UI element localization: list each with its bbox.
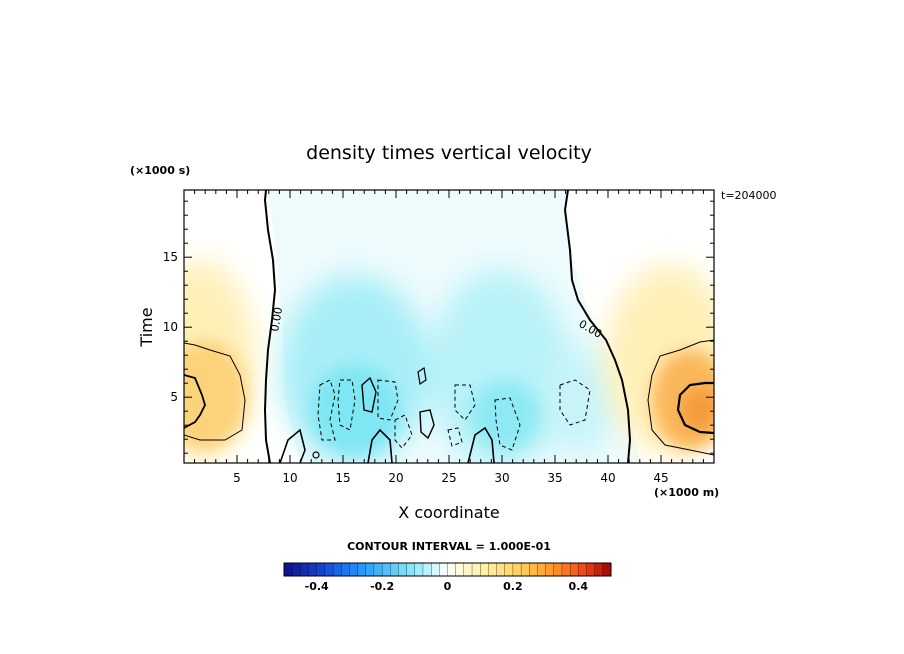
plot-area: 0.00 0.00 <box>184 190 714 463</box>
colorbar-cell <box>349 562 359 577</box>
x-tick-label: 10 <box>282 471 297 485</box>
zero-contour-bump-1 <box>367 428 393 463</box>
positive-contour-right-0.1 <box>647 339 714 456</box>
cyan-core-left <box>310 365 400 455</box>
contour-label-left: 0.00 <box>268 306 285 332</box>
colorbar-tick-label: -0.2 <box>370 580 394 593</box>
x-tick-label: 45 <box>653 471 668 485</box>
positive-contour-right-0.2 <box>676 381 714 435</box>
colorbar-cell <box>365 562 375 577</box>
x-axis-label: X coordinate <box>398 503 499 522</box>
colorbar-cell <box>504 562 514 577</box>
negative-contour-4 <box>394 414 413 449</box>
x-tick-label: 15 <box>335 471 350 485</box>
colorbar-cell <box>602 562 612 577</box>
zero-contour-island-4 <box>312 451 320 459</box>
colorbar-cell <box>512 562 522 577</box>
x-tick-label: 30 <box>494 471 509 485</box>
colorbar-tick-label: -0.4 <box>305 580 329 593</box>
y-tick-label: 10 <box>163 320 178 334</box>
colorbar-cell <box>586 562 596 577</box>
zero-contour-right <box>563 190 632 463</box>
colorbar-cell <box>414 562 424 577</box>
negative-contour-1 <box>317 379 336 441</box>
colorbar-cell <box>398 562 408 577</box>
colorbar-cell <box>381 562 391 577</box>
cyan-blob-far-right <box>545 345 615 455</box>
zero-contour-island-2 <box>419 409 435 440</box>
x-tick-label: 35 <box>547 471 562 485</box>
y-unit-label: (×1000 s) <box>130 164 190 177</box>
colorbar-cell <box>373 562 383 577</box>
colorbar <box>283 562 612 577</box>
colorbar-cell <box>292 562 301 577</box>
cyan-core-mid <box>470 380 540 450</box>
colorbar-cell <box>578 562 587 577</box>
colorbar-cell <box>594 562 604 577</box>
x-unit-label: (×1000 m) <box>654 486 719 499</box>
x-tick-label: 5 <box>233 471 241 485</box>
colorbar-cell <box>341 562 350 577</box>
contour-interval-label: CONTOUR INTERVAL = 1.000E-01 <box>347 540 551 553</box>
colorbar-cell <box>422 562 432 577</box>
colorbar-cell <box>332 562 342 577</box>
colorbar-cell <box>569 562 579 577</box>
zero-contour-bottom-left <box>279 428 306 463</box>
colorbar-cell <box>488 562 498 577</box>
colorbar-cell <box>357 562 367 577</box>
colorbar-frame <box>283 562 612 577</box>
colorbar-cell <box>537 562 547 577</box>
colorbar-cell <box>439 562 448 577</box>
colorbar-cell <box>561 562 571 577</box>
y-tick-label: 5 <box>170 390 178 404</box>
colorbar-cell <box>463 562 473 577</box>
warm-core-right <box>682 388 714 432</box>
colorbar-cell <box>529 562 538 577</box>
zero-contour-island-3 <box>417 366 427 386</box>
x-tick-label: 20 <box>388 471 403 485</box>
colorbar-cell <box>316 562 326 577</box>
negative-contour-7 <box>559 379 591 426</box>
colorbar-tick-label: 0.4 <box>569 580 589 593</box>
colorbar-cell <box>471 562 481 577</box>
colorbar-cell <box>480 562 489 577</box>
colorbar-cell <box>283 562 293 577</box>
negative-contour-2 <box>337 379 356 431</box>
y-axis-label: Time <box>137 307 156 347</box>
positive-contour-left-0.2 <box>184 374 206 429</box>
colorbar-cell <box>300 562 309 577</box>
colorbar-cell <box>308 562 318 577</box>
colorbar-cell <box>390 562 399 577</box>
negative-contour-5 <box>454 384 476 421</box>
colorbar-cell <box>406 562 416 577</box>
x-tick-label: 25 <box>441 471 456 485</box>
x-axis: 5 10 15 20 25 30 35 40 45 <box>194 190 704 485</box>
positive-contour-left-0.1 <box>184 342 246 441</box>
colorbar-ticks: -0.4 -0.2 0 0.2 0.4 <box>305 580 589 593</box>
zero-contour-left <box>263 190 277 463</box>
colorbar-tick-label: 0.2 <box>503 580 523 593</box>
y-axis: 5 10 15 <box>163 200 714 454</box>
colorbar-cell <box>545 562 555 577</box>
negative-contour-3 <box>377 379 399 421</box>
negative-contour-6 <box>494 397 521 451</box>
zero-contour-bump-2 <box>467 426 495 463</box>
colorbar-cell <box>496 562 506 577</box>
timestamp-label: t=204000 <box>721 189 777 202</box>
warm-blob-left <box>184 340 247 450</box>
colorbar-cell <box>430 562 440 577</box>
colorbar-cell <box>447 562 457 577</box>
colorbar-cell <box>520 562 530 577</box>
x-tick-label: 40 <box>600 471 615 485</box>
negative-contour-8 <box>447 427 463 447</box>
colorbar-tick-label: 0 <box>444 580 452 593</box>
colorbar-cell <box>553 562 563 577</box>
colorbar-cell <box>455 562 465 577</box>
zero-contour-island-1 <box>361 376 377 413</box>
chart-title: density times vertical velocity <box>306 142 592 164</box>
colorbar-cell <box>324 562 334 577</box>
y-tick-label: 15 <box>163 250 178 264</box>
